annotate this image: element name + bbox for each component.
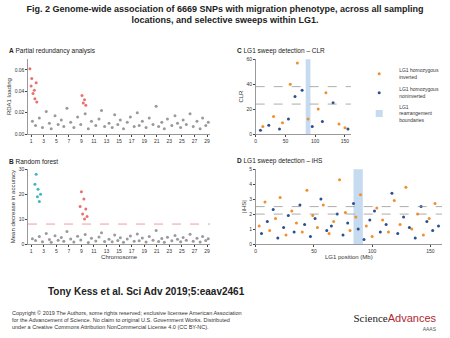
svg-text:B Random forest: B Random forest xyxy=(9,158,58,165)
html-text:for the Advancement of Science: for the Advancement of Science. No claim… xyxy=(12,317,230,323)
svg-text:9: 9 xyxy=(80,138,83,144)
html-text:Tony Kess et al. Sci Adv 2019;: Tony Kess et al. Sci Adv 2019;5:eaav2461 xyxy=(48,286,245,297)
svg-text:0: 0 xyxy=(254,248,257,254)
svg-text:20: 20 xyxy=(19,191,25,197)
svg-text:LG1rearrangementboundaries: LG1rearrangementboundaries xyxy=(399,104,432,123)
svg-text:Chromosome: Chromosome xyxy=(101,254,138,260)
svg-text:0: 0 xyxy=(249,131,252,137)
svg-text:|iHS|: |iHS| xyxy=(241,200,247,213)
svg-text:LG1 homozygousnoninverted: LG1 homozygousnoninverted xyxy=(399,86,439,99)
svg-text:11: 11 xyxy=(91,138,96,144)
svg-text:0.02: 0.02 xyxy=(15,109,25,115)
svg-text:D LG1 sweep detection – iHS: D LG1 sweep detection – iHS xyxy=(237,157,323,165)
svg-text:17: 17 xyxy=(129,138,135,144)
svg-text:0: 0 xyxy=(22,241,25,247)
svg-text:20: 20 xyxy=(247,106,253,112)
svg-text:1: 1 xyxy=(249,226,252,232)
svg-text:CLR: CLR xyxy=(238,90,244,103)
svg-text:17: 17 xyxy=(129,248,135,254)
svg-text:C LG1 sweep detection – CLR: C LG1 sweep detection – CLR xyxy=(237,47,325,55)
svg-text:40: 40 xyxy=(247,81,253,87)
svg-text:Mean decrease in accuracy: Mean decrease in accuracy xyxy=(10,170,16,243)
svg-text:3: 3 xyxy=(42,138,45,144)
html-text:Science Advances: Science Advances xyxy=(353,312,436,324)
svg-text:19: 19 xyxy=(141,248,147,254)
svg-text:0: 0 xyxy=(254,138,257,144)
svg-text:50: 50 xyxy=(311,248,317,254)
html-text:Fig. 2 Genome-wide association: Fig. 2 Genome-wide association of 6669 S… xyxy=(26,4,424,14)
svg-text:3: 3 xyxy=(42,248,45,254)
svg-text:23: 23 xyxy=(167,248,173,254)
svg-text:150: 150 xyxy=(426,248,435,254)
svg-text:29: 29 xyxy=(204,138,210,144)
svg-text:19: 19 xyxy=(141,138,147,144)
svg-text:2: 2 xyxy=(249,211,252,217)
svg-text:1: 1 xyxy=(30,248,33,254)
svg-text:29: 29 xyxy=(204,248,210,254)
html-text:under a Creative Commons Attri: under a Creative Commons Attribution Non… xyxy=(12,324,209,330)
svg-text:25: 25 xyxy=(179,138,185,144)
svg-text:0.00: 0.00 xyxy=(15,131,25,137)
svg-text:10: 10 xyxy=(19,216,25,222)
svg-text:4: 4 xyxy=(249,181,252,187)
svg-text:A Partial redundancy analysis: A Partial redundancy analysis xyxy=(9,47,96,55)
svg-text:11: 11 xyxy=(91,248,96,254)
html-text:AAAS: AAAS xyxy=(422,326,436,332)
svg-text:25: 25 xyxy=(179,248,185,254)
svg-text:0.06: 0.06 xyxy=(15,67,25,73)
svg-text:0: 0 xyxy=(249,241,252,247)
svg-text:5: 5 xyxy=(55,248,58,254)
html-text:locations, and selective sweep: locations, and selective sweeps within L… xyxy=(131,15,319,25)
svg-text:21: 21 xyxy=(154,138,160,144)
svg-text:3: 3 xyxy=(249,196,252,202)
svg-text:9: 9 xyxy=(80,248,83,254)
svg-text:50: 50 xyxy=(283,138,289,144)
svg-text:RDA1 loading: RDA1 loading xyxy=(6,78,12,115)
svg-text:LG1 position (Mb): LG1 position (Mb) xyxy=(325,254,373,260)
svg-text:7: 7 xyxy=(67,138,70,144)
svg-text:27: 27 xyxy=(192,248,198,254)
svg-text:7: 7 xyxy=(67,248,70,254)
svg-text:15: 15 xyxy=(116,138,122,144)
svg-text:5: 5 xyxy=(55,138,58,144)
svg-text:LG1 homozygousinverted: LG1 homozygousinverted xyxy=(399,67,439,80)
svg-text:13: 13 xyxy=(104,138,110,144)
svg-text:23: 23 xyxy=(167,138,173,144)
svg-text:27: 27 xyxy=(192,138,198,144)
svg-text:15: 15 xyxy=(116,248,122,254)
svg-text:150: 150 xyxy=(341,138,350,144)
html-text:Copyright © 2019 The Authors,: Copyright © 2019 The Authors, some right… xyxy=(12,310,242,316)
svg-text:100: 100 xyxy=(368,248,377,254)
svg-text:60: 60 xyxy=(247,56,253,62)
svg-text:13: 13 xyxy=(104,248,110,254)
svg-text:21: 21 xyxy=(154,248,160,254)
svg-text:1: 1 xyxy=(30,138,33,144)
svg-text:100: 100 xyxy=(311,138,320,144)
svg-text:0.04: 0.04 xyxy=(15,88,25,94)
svg-text:30: 30 xyxy=(19,166,25,172)
svg-text:5: 5 xyxy=(249,166,252,172)
